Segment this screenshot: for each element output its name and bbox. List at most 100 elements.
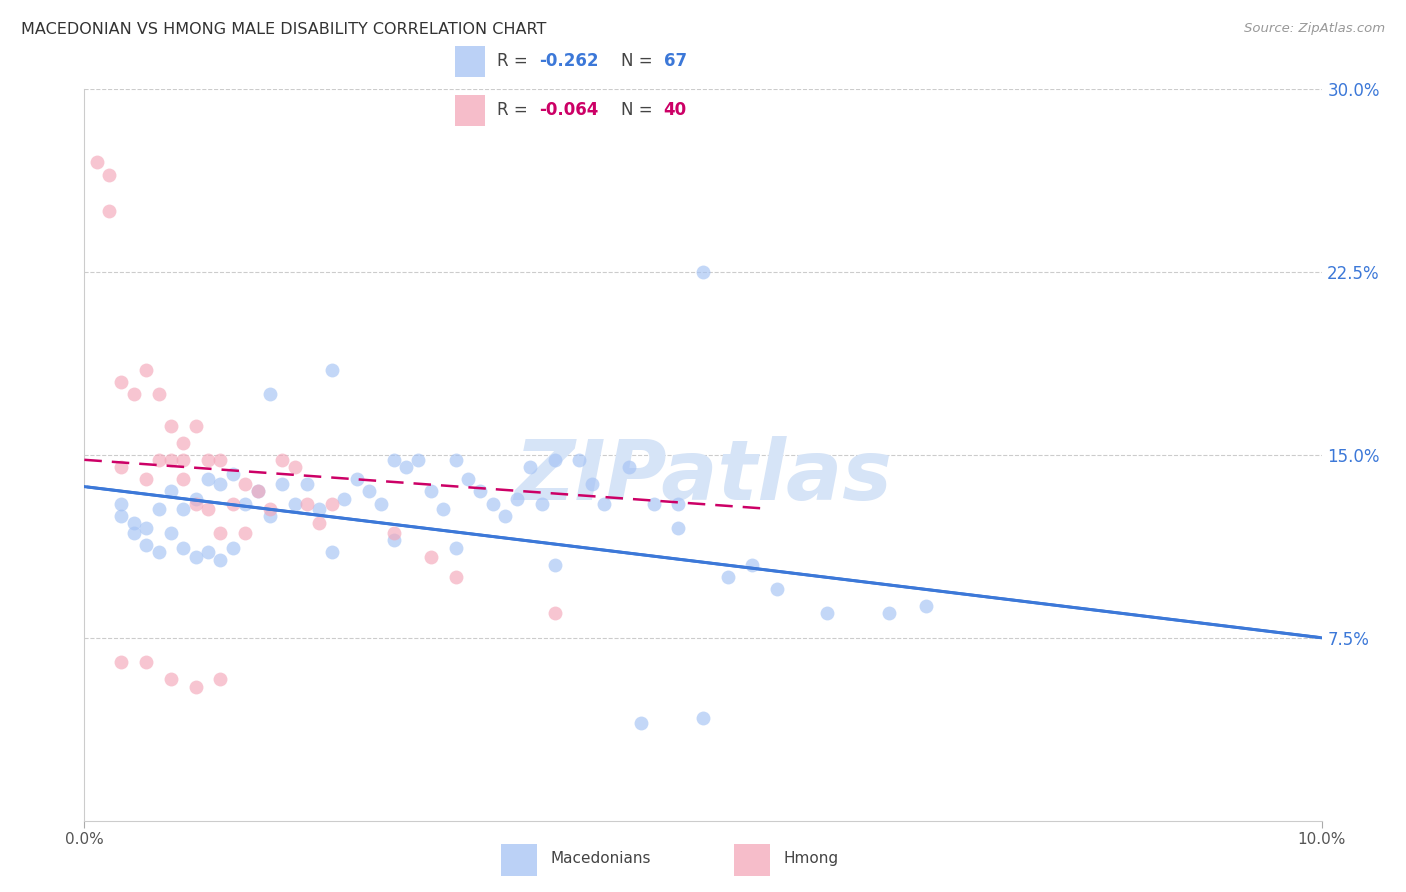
Text: R =: R =: [498, 101, 533, 119]
Text: N =: N =: [621, 101, 658, 119]
Point: [122, 525, 145, 540]
Point: [643, 497, 665, 511]
Point: [321, 545, 343, 559]
Point: [135, 655, 157, 669]
Point: [148, 501, 170, 516]
Point: [308, 516, 330, 531]
Point: [135, 472, 157, 486]
Point: [160, 452, 183, 467]
FancyBboxPatch shape: [456, 46, 485, 77]
Point: [259, 508, 281, 523]
Point: [295, 477, 318, 491]
Point: [321, 497, 343, 511]
Point: [271, 477, 294, 491]
Point: [395, 460, 418, 475]
Point: [666, 521, 689, 535]
Point: [172, 541, 194, 555]
Point: [110, 460, 132, 475]
Point: [172, 435, 194, 450]
Point: [197, 472, 219, 486]
Point: [172, 472, 194, 486]
Point: [382, 525, 405, 540]
Point: [766, 582, 789, 596]
Point: [284, 497, 307, 511]
Point: [148, 452, 170, 467]
Point: [914, 599, 936, 613]
Point: [197, 452, 219, 467]
Point: [209, 525, 232, 540]
Point: [209, 452, 232, 467]
Point: [172, 452, 194, 467]
FancyBboxPatch shape: [456, 95, 485, 126]
Point: [692, 265, 714, 279]
Point: [160, 484, 183, 499]
Point: [148, 545, 170, 559]
Point: [222, 467, 245, 482]
Point: [246, 484, 269, 499]
Point: [271, 452, 294, 467]
Point: [470, 484, 492, 499]
Point: [692, 711, 714, 725]
Point: [506, 491, 529, 506]
Point: [184, 491, 207, 506]
FancyBboxPatch shape: [734, 844, 770, 876]
Point: [209, 553, 232, 567]
Point: [222, 497, 245, 511]
Point: [382, 452, 405, 467]
Point: [184, 418, 207, 433]
Text: N =: N =: [621, 52, 658, 70]
Point: [308, 501, 330, 516]
Point: [543, 558, 565, 572]
Point: [222, 541, 245, 555]
Point: [444, 570, 467, 584]
Point: [209, 477, 232, 491]
Point: [184, 550, 207, 565]
Point: [259, 387, 281, 401]
Point: [172, 501, 194, 516]
Point: [357, 484, 380, 499]
Text: -0.262: -0.262: [540, 52, 599, 70]
Point: [382, 533, 405, 548]
Point: [209, 672, 232, 686]
Point: [148, 387, 170, 401]
Point: [160, 672, 183, 686]
Point: [233, 525, 256, 540]
Point: [98, 204, 121, 219]
Point: [370, 497, 392, 511]
Point: [110, 655, 132, 669]
Point: [593, 497, 616, 511]
Point: [333, 491, 356, 506]
Point: [160, 418, 183, 433]
Point: [494, 508, 516, 523]
Point: [233, 477, 256, 491]
Point: [197, 545, 219, 559]
Point: [457, 472, 479, 486]
Point: [98, 168, 121, 182]
Point: [86, 155, 108, 169]
Point: [581, 477, 603, 491]
Point: [122, 516, 145, 531]
Point: [346, 472, 368, 486]
Point: [295, 497, 318, 511]
Point: [419, 484, 441, 499]
Point: [717, 570, 740, 584]
Point: [135, 538, 157, 552]
Point: [531, 497, 554, 511]
FancyBboxPatch shape: [501, 844, 537, 876]
Text: Macedonians: Macedonians: [550, 851, 651, 866]
Text: MACEDONIAN VS HMONG MALE DISABILITY CORRELATION CHART: MACEDONIAN VS HMONG MALE DISABILITY CORR…: [21, 22, 547, 37]
Point: [408, 452, 430, 467]
Text: ZIPatlas: ZIPatlas: [515, 436, 891, 517]
Point: [197, 501, 219, 516]
Point: [617, 460, 640, 475]
Point: [246, 484, 269, 499]
Point: [184, 680, 207, 694]
Text: 40: 40: [664, 101, 686, 119]
Point: [630, 716, 652, 731]
Point: [110, 375, 132, 389]
Text: 67: 67: [664, 52, 686, 70]
Text: Hmong: Hmong: [785, 851, 839, 866]
Point: [135, 521, 157, 535]
Point: [481, 497, 503, 511]
Point: [444, 452, 467, 467]
